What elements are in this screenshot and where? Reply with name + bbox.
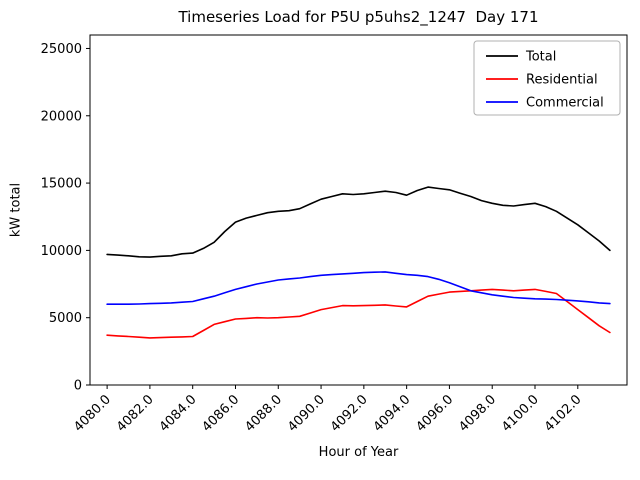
y-tick-label: 0 [74, 379, 82, 394]
x-tick-label: 4098.0 [456, 392, 499, 435]
x-tick-label: 4096.0 [413, 392, 456, 435]
x-tick-label: 4082.0 [114, 392, 157, 435]
plot-border [89, 34, 628, 386]
x-tick-label: 4090.0 [285, 392, 328, 435]
legend-label-residential: Residential [526, 73, 598, 88]
x-tick-label: 4080.0 [71, 392, 114, 435]
x-tick-label: 4086.0 [200, 392, 243, 435]
legend: Total Residential Commercial [473, 40, 621, 116]
x-tick-label: 4092.0 [328, 392, 371, 435]
x-tick-label: 4088.0 [242, 392, 285, 435]
legend-label-commercial: Commercial [526, 96, 604, 111]
series-line-residential [106, 288, 611, 339]
chart-title: Timeseries Load for P5U p5uhs2_1247 Day … [178, 8, 539, 26]
series-line-commercial [106, 271, 611, 306]
y-axis-ticks: 0 5000 10000 15000 20000 25000 [41, 42, 90, 394]
y-tick-label: 25000 [41, 42, 82, 57]
y-tick-label: 10000 [41, 244, 82, 259]
x-tick-label: 4094.0 [371, 392, 414, 435]
y-tick-label: 5000 [49, 311, 82, 326]
legend-box [473, 40, 621, 116]
x-tick-label: 4084.0 [157, 392, 200, 435]
legend-label-total: Total [525, 50, 556, 65]
y-tick-label: 15000 [41, 177, 82, 192]
x-tick-label: 4102.0 [542, 392, 585, 435]
x-axis-ticks: 4080.0 4082.0 4084.0 4086.0 4088.0 4090.0 4092… [71, 385, 585, 435]
y-tick-label: 20000 [41, 109, 82, 124]
x-axis-label: Hour of Year [318, 445, 399, 460]
x-tick-label: 4100.0 [499, 392, 542, 435]
series-line-total [106, 186, 611, 258]
